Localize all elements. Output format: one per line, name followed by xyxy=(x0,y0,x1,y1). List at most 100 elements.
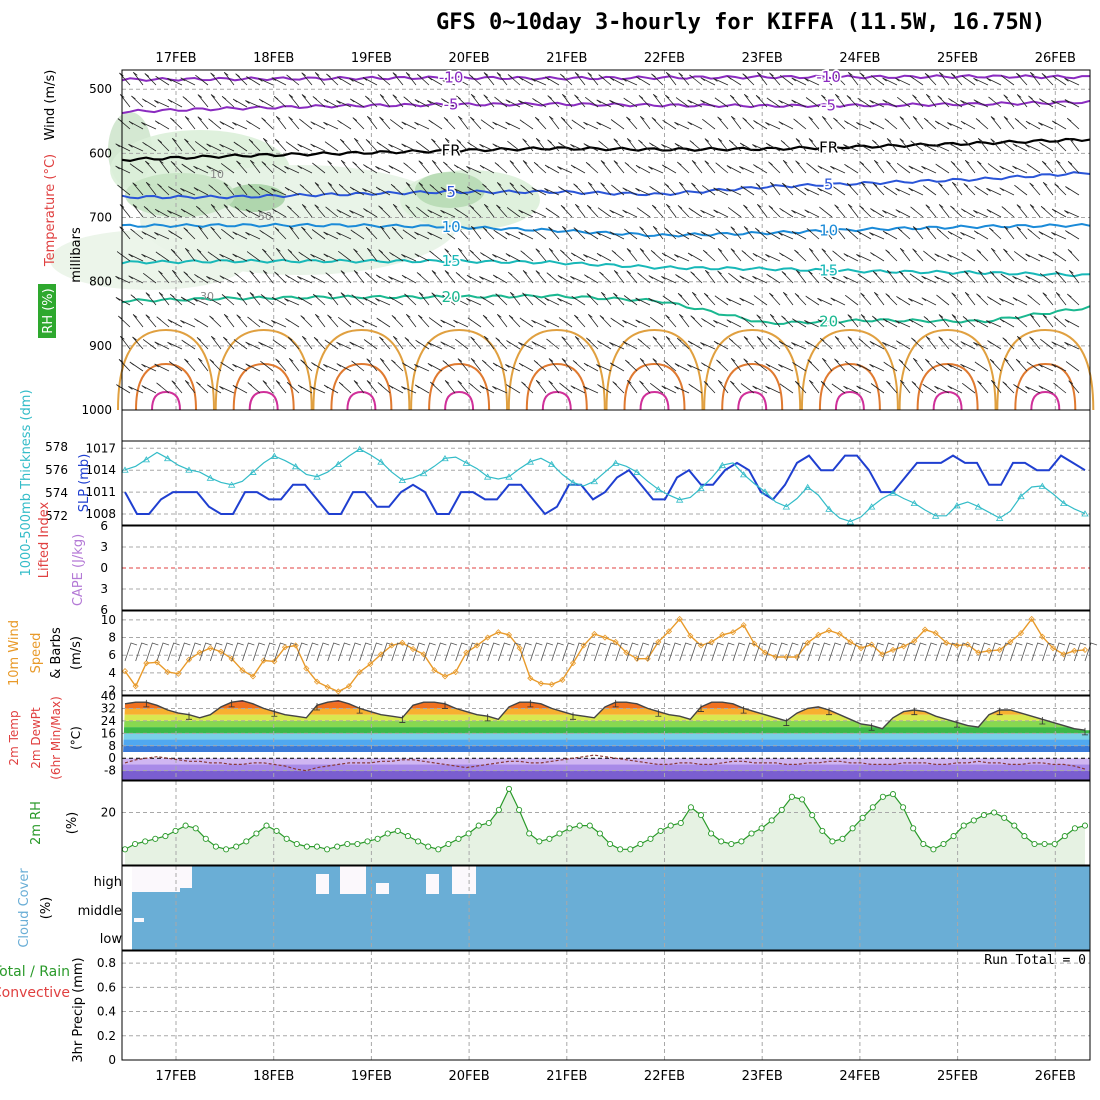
wind-barb xyxy=(233,141,248,152)
wind-barb xyxy=(743,93,755,108)
temp-minmax-bar xyxy=(314,703,320,711)
wind-barb xyxy=(1025,120,1041,130)
wind-speed-marker xyxy=(601,634,609,641)
wind-barb xyxy=(990,138,1002,152)
wind-barb xyxy=(702,249,716,262)
wind-barb xyxy=(157,139,170,152)
temp-contour xyxy=(135,362,197,411)
wind-barb xyxy=(1064,99,1080,108)
wind-barb xyxy=(324,141,339,152)
wind-barb xyxy=(885,293,898,306)
wind-barb xyxy=(974,185,989,196)
wind-barb xyxy=(558,186,573,196)
wind-barb xyxy=(141,231,157,240)
isotherm-line xyxy=(121,258,1091,278)
wind-barb xyxy=(546,272,560,284)
wind-barb xyxy=(780,140,794,152)
wind-speed-marker xyxy=(665,628,673,635)
wind-speed-marker xyxy=(772,653,779,661)
wind-barb xyxy=(977,137,989,152)
wind-barb xyxy=(508,314,521,328)
wind-barb xyxy=(548,226,560,240)
wind-barb xyxy=(610,317,625,328)
wind-barb xyxy=(638,139,651,152)
wind-barb xyxy=(951,292,963,306)
wind-barb xyxy=(286,74,300,86)
wind-barb xyxy=(1065,186,1080,196)
wind-barb xyxy=(753,164,768,174)
wind-barb xyxy=(314,72,326,86)
thickness-marker xyxy=(803,483,812,490)
wind-barb xyxy=(989,227,1002,240)
wind-barb xyxy=(467,317,482,328)
wind-barb xyxy=(444,137,456,152)
wind-barb xyxy=(912,94,924,108)
wind-barb xyxy=(184,116,196,130)
wind-barb xyxy=(806,162,820,174)
wind-barb xyxy=(496,313,508,328)
wind-barb xyxy=(197,94,209,108)
wind-barb xyxy=(416,206,430,218)
wind-barb xyxy=(767,338,781,350)
date-label-top: 25FEB xyxy=(937,51,978,66)
wind-barb-10m xyxy=(817,642,831,662)
temp-contour xyxy=(232,362,295,411)
panel-frame-temp xyxy=(121,695,1091,781)
wind-barb xyxy=(664,227,677,240)
wind-barb xyxy=(717,379,729,394)
wind-barb xyxy=(1067,160,1080,174)
wind-barb xyxy=(130,228,144,240)
wind-barb xyxy=(249,159,261,174)
wind-barb xyxy=(639,115,651,130)
wind-barb xyxy=(586,204,599,218)
wind-barb xyxy=(899,247,911,262)
wind-barb xyxy=(922,185,937,196)
wind-barb xyxy=(795,269,807,284)
wind-barb xyxy=(626,116,638,130)
wind-barb xyxy=(1027,228,1041,240)
wind-speed-marker xyxy=(164,668,171,676)
wind-barb xyxy=(626,270,638,284)
wind-barb xyxy=(856,142,872,152)
wind-barb xyxy=(206,165,222,174)
wind-barb xyxy=(548,380,560,394)
wind-barb xyxy=(910,206,924,218)
wind-speed-marker xyxy=(633,655,641,662)
temp-band xyxy=(122,764,1090,771)
wind-barb xyxy=(765,254,781,262)
wind-barb xyxy=(574,72,586,86)
rh-marker xyxy=(930,846,937,853)
wind-speed-marker xyxy=(751,640,758,647)
wind-barb xyxy=(219,121,235,130)
wind-barb xyxy=(232,231,248,240)
wind-barb xyxy=(155,75,170,86)
wind-barb xyxy=(1064,77,1080,86)
wind-barb xyxy=(768,161,781,174)
wind-barb-10m xyxy=(572,642,586,662)
wind-speed-marker xyxy=(388,642,395,649)
wind-barb xyxy=(700,77,716,86)
wind-speed-marker xyxy=(889,646,897,653)
wind-barb xyxy=(961,208,976,218)
wind-barb xyxy=(651,204,664,218)
wind-barb xyxy=(379,94,391,108)
wind-barb xyxy=(976,249,989,262)
temp-contour xyxy=(346,390,377,411)
wind-barb xyxy=(623,295,638,306)
wind-barb xyxy=(821,357,833,372)
rh-marker xyxy=(344,840,351,848)
rh-marker xyxy=(748,830,755,837)
cloud-level-middle: middle xyxy=(78,904,122,919)
wind-barb xyxy=(821,116,833,130)
wind-barb xyxy=(522,160,534,174)
wind-barb xyxy=(794,380,807,394)
wind-barb xyxy=(791,209,807,218)
rh-marker xyxy=(879,793,886,800)
wind-barb xyxy=(171,269,183,284)
wind-barb xyxy=(206,276,222,284)
wind-barb-10m xyxy=(625,642,639,662)
wind-barb xyxy=(274,138,287,152)
isotherm-line xyxy=(121,222,1091,238)
wind-barb xyxy=(232,253,248,262)
rh-marker xyxy=(617,846,624,853)
